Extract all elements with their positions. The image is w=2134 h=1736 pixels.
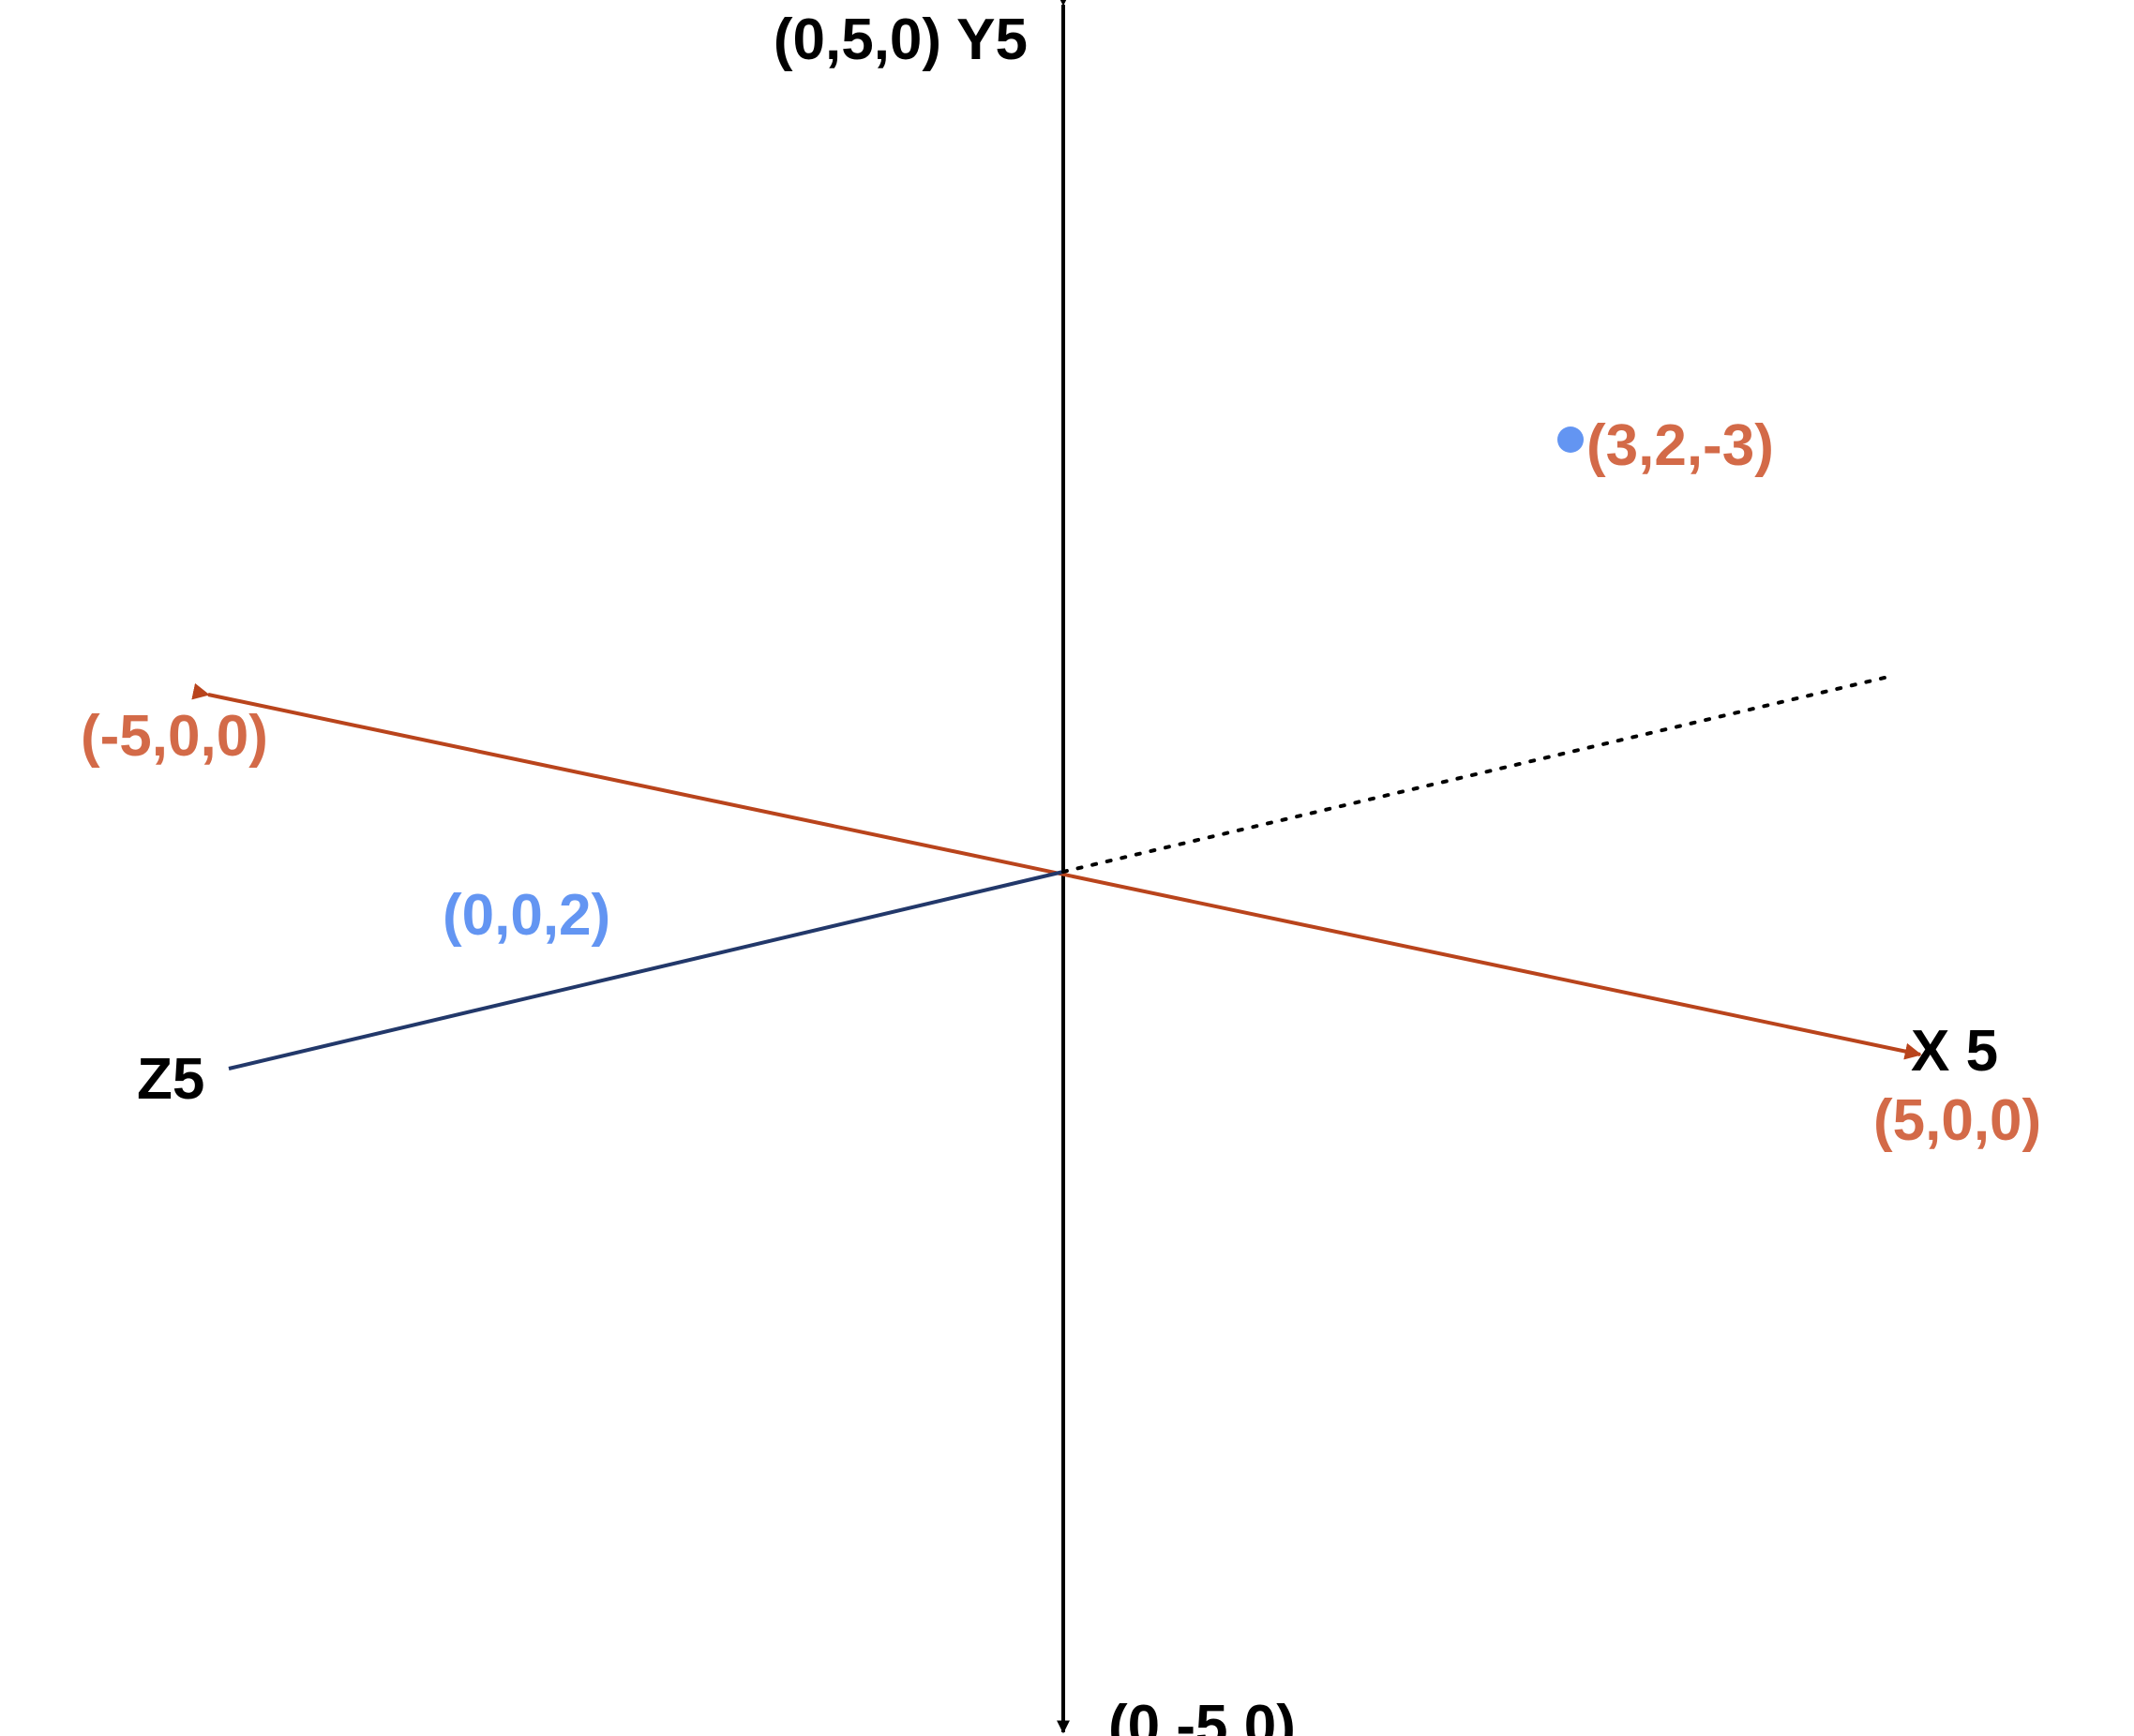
x-negative-label: (-5,0,0) [81, 704, 268, 769]
x-axis-line [191, 682, 1922, 1060]
y-positive-label: (0,5,0) Y5 [774, 7, 1028, 72]
z-name-label: Z5 [137, 1047, 204, 1112]
z-axis-dotted-line [1061, 675, 1890, 874]
x-positive-label: (5,0,0) [1873, 1088, 2041, 1153]
y-negative-label: (0,-5,0) [1108, 1694, 1296, 1736]
x-positive-name-label: X 5 [1911, 1019, 1998, 1084]
point-marker [1557, 427, 1584, 453]
z-axis-line [228, 870, 1064, 1070]
point-label: (3,2,-3) [1586, 413, 1774, 478]
z-mark-label: (0,0,2) [443, 883, 610, 948]
